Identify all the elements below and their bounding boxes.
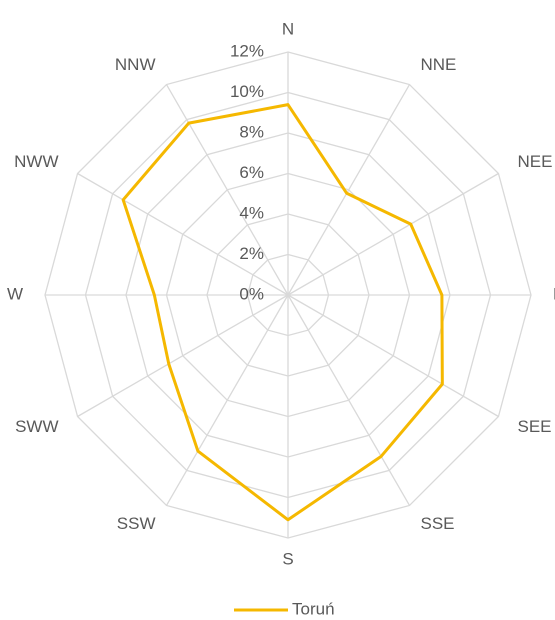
r-tick-label: 12% bbox=[230, 41, 264, 60]
category-label: E bbox=[553, 284, 555, 303]
spoke bbox=[287, 172, 499, 296]
category-label: SSW bbox=[117, 514, 156, 533]
category-label: N bbox=[282, 19, 294, 38]
spoke bbox=[287, 294, 499, 418]
category-label: NEE bbox=[517, 152, 552, 171]
spoke bbox=[287, 294, 411, 506]
category-label: SWW bbox=[15, 417, 58, 436]
spoke bbox=[287, 84, 411, 296]
r-tick-label: 8% bbox=[239, 122, 264, 141]
category-label: S bbox=[282, 549, 293, 568]
r-tick-label: 2% bbox=[239, 244, 264, 263]
category-label: NNW bbox=[115, 55, 156, 74]
r-tick-label: 10% bbox=[230, 82, 264, 101]
r-tick-label: 0% bbox=[239, 284, 264, 303]
spoke bbox=[165, 294, 289, 506]
category-label: SSE bbox=[421, 514, 455, 533]
r-tick-label: 6% bbox=[239, 163, 264, 182]
series-line bbox=[121, 103, 444, 522]
r-tick-label: 4% bbox=[239, 203, 264, 222]
category-label: NWW bbox=[14, 152, 58, 171]
category-label: W bbox=[7, 284, 23, 303]
category-label: NNE bbox=[421, 55, 457, 74]
legend-label: Toruń bbox=[292, 599, 335, 618]
spoke bbox=[165, 84, 289, 296]
spoke bbox=[77, 294, 289, 418]
category-label: SEE bbox=[517, 417, 551, 436]
spoke bbox=[77, 172, 289, 296]
